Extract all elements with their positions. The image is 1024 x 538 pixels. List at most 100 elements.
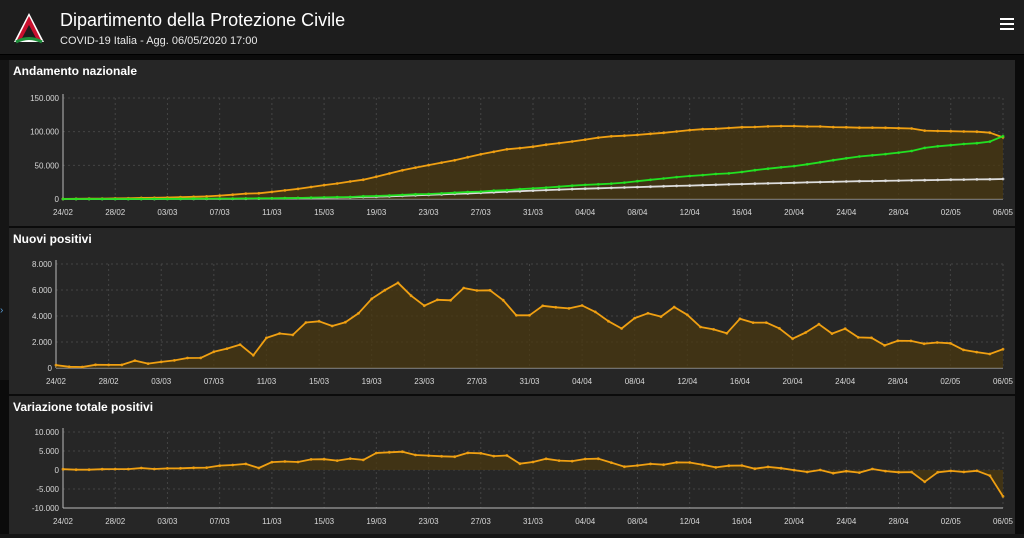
data-point[interactable] <box>817 322 821 326</box>
data-point[interactable] <box>699 325 702 329</box>
data-point[interactable] <box>593 310 597 314</box>
data-point[interactable] <box>570 184 574 188</box>
data-point[interactable] <box>662 184 665 188</box>
data-point[interactable] <box>270 460 274 464</box>
data-point[interactable] <box>843 327 847 331</box>
data-point[interactable] <box>570 187 574 191</box>
data-point[interactable] <box>270 190 274 194</box>
data-point[interactable] <box>714 127 718 131</box>
data-point[interactable] <box>192 466 196 470</box>
data-point[interactable] <box>623 186 626 189</box>
data-point[interactable] <box>988 131 992 135</box>
data-point[interactable] <box>61 467 65 471</box>
data-point[interactable] <box>649 178 652 182</box>
data-point[interactable] <box>738 317 742 321</box>
data-point[interactable] <box>231 193 235 197</box>
data-point[interactable] <box>701 183 705 187</box>
data-point[interactable] <box>401 168 404 172</box>
data-point[interactable] <box>374 194 378 198</box>
data-point[interactable] <box>427 192 430 196</box>
data-point[interactable] <box>231 463 235 467</box>
data-point[interactable] <box>662 177 665 180</box>
data-point[interactable] <box>740 125 744 129</box>
data-point[interactable] <box>422 304 426 308</box>
data-point[interactable] <box>348 457 352 460</box>
data-point[interactable] <box>596 457 600 461</box>
data-point[interactable] <box>792 181 796 185</box>
data-point[interactable] <box>436 298 439 302</box>
data-point[interactable] <box>361 458 365 462</box>
data-point[interactable] <box>544 143 548 147</box>
data-point[interactable] <box>505 147 509 151</box>
data-point[interactable] <box>583 138 587 141</box>
data-point[interactable] <box>688 184 692 187</box>
data-point[interactable] <box>54 363 58 367</box>
data-point[interactable] <box>518 189 522 193</box>
data-point[interactable] <box>583 187 587 191</box>
data-point[interactable] <box>414 166 417 169</box>
data-point[interactable] <box>962 178 966 181</box>
data-point[interactable] <box>753 125 757 129</box>
data-point[interactable] <box>479 451 483 455</box>
data-point[interactable] <box>844 469 848 473</box>
data-point[interactable] <box>714 466 718 469</box>
data-point[interactable] <box>257 196 261 200</box>
data-point[interactable] <box>701 173 705 177</box>
data-point[interactable] <box>675 175 678 179</box>
data-point[interactable] <box>779 466 783 470</box>
data-point[interactable] <box>923 129 927 132</box>
data-point[interactable] <box>580 304 584 307</box>
data-point[interactable] <box>283 196 287 200</box>
data-point[interactable] <box>126 197 130 201</box>
data-point[interactable] <box>609 134 613 138</box>
data-point[interactable] <box>541 304 545 308</box>
data-point[interactable] <box>949 178 953 182</box>
data-point[interactable] <box>322 457 326 461</box>
data-point[interactable] <box>427 454 430 457</box>
data-point[interactable] <box>936 129 940 133</box>
data-point[interactable] <box>949 341 952 345</box>
data-point[interactable] <box>766 182 770 185</box>
data-point[interactable] <box>94 363 97 367</box>
data-point[interactable] <box>557 459 561 462</box>
data-point[interactable] <box>440 454 443 458</box>
data-point[interactable] <box>740 182 744 186</box>
data-point[interactable] <box>348 195 352 199</box>
data-point[interactable] <box>244 192 248 196</box>
data-point[interactable] <box>113 197 117 201</box>
data-point[interactable] <box>453 191 457 195</box>
data-point[interactable] <box>975 130 979 134</box>
data-point[interactable] <box>871 179 874 183</box>
data-point[interactable] <box>100 197 104 201</box>
data-point[interactable] <box>675 130 678 133</box>
data-point[interactable] <box>514 313 518 317</box>
data-point[interactable] <box>649 185 652 189</box>
data-point[interactable] <box>265 336 268 340</box>
data-point[interactable] <box>199 356 203 360</box>
data-point[interactable] <box>727 183 731 186</box>
data-point[interactable] <box>714 183 718 187</box>
data-point[interactable] <box>649 132 652 136</box>
data-point[interactable] <box>414 453 417 457</box>
data-point[interactable] <box>988 177 992 181</box>
data-point[interactable] <box>205 195 209 198</box>
data-point[interactable] <box>80 365 84 369</box>
data-point[interactable] <box>409 294 413 298</box>
data-point[interactable] <box>317 319 321 323</box>
data-point[interactable] <box>466 155 470 159</box>
data-point[interactable] <box>910 127 913 130</box>
data-point[interactable] <box>818 160 822 164</box>
data-point[interactable] <box>858 155 861 158</box>
data-point[interactable] <box>858 471 861 474</box>
data-point[interactable] <box>218 197 222 201</box>
data-point[interactable] <box>897 179 900 182</box>
data-point[interactable] <box>623 134 626 138</box>
data-point[interactable] <box>740 170 744 174</box>
data-point[interactable] <box>975 469 979 473</box>
data-point[interactable] <box>531 460 535 464</box>
data-point[interactable] <box>570 140 574 143</box>
data-point[interactable] <box>67 365 71 369</box>
data-point[interactable] <box>344 320 347 324</box>
data-point[interactable] <box>620 327 623 330</box>
data-point[interactable] <box>231 197 235 201</box>
